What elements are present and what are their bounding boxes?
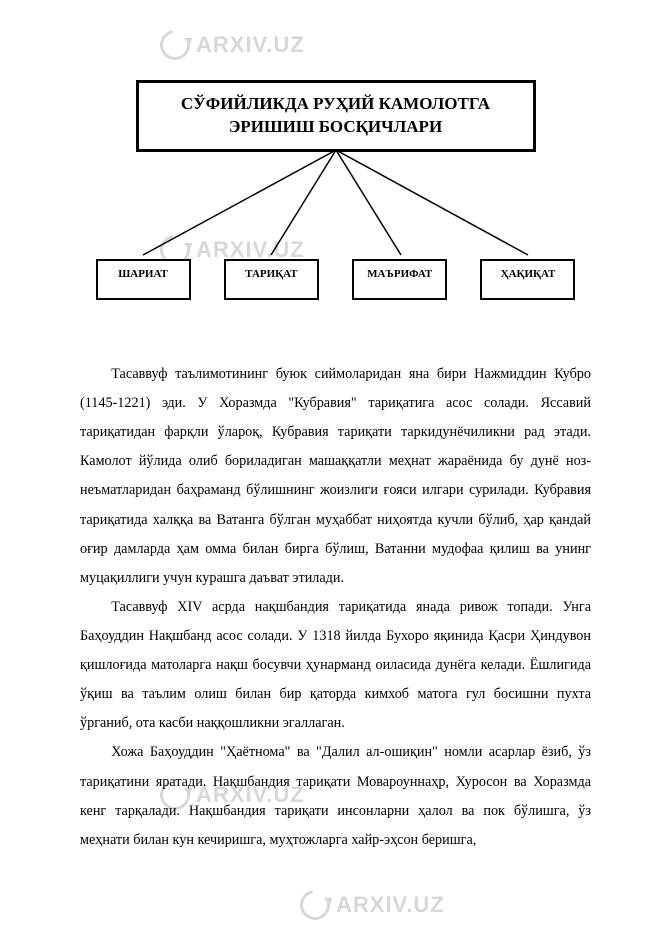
diagram-leaf: МАЪРИФАТ <box>352 259 447 300</box>
watermark-text: ARXIV.UZ <box>336 892 445 918</box>
watermark-icon <box>294 884 336 926</box>
diagram-leaf: ТАРИҚАТ <box>224 259 319 300</box>
page: ARXIV.UZ ARXIV.UZ ARXIV.UZ ARXIV.UZ СЎФИ… <box>0 0 661 935</box>
paragraph: Хожа Баҳоуддин "Ҳаётнома" ва "Далил ал-о… <box>80 738 591 854</box>
watermark: ARXIV.UZ <box>300 890 445 920</box>
diagram-leaf: ҲАҚИҚАТ <box>480 259 575 300</box>
diagram-root-line1: СЎФИЙЛИКДА РУҲИЙ КАМОЛОТГА <box>157 93 515 116</box>
diagram-leaf-row: ШАРИАТ ТАРИҚАТ МАЪРИФАТ ҲАҚИҚАТ <box>96 259 576 300</box>
body-text: Тасаввуф таълимотининг буюк сиймоларидан… <box>80 360 591 855</box>
paragraph: Тасаввуф таълимотининг буюк сиймоларидан… <box>80 360 591 593</box>
diagram-leaf: ШАРИАТ <box>96 259 191 300</box>
watermark-icon <box>154 24 196 66</box>
paragraph: Тасаввуф XIV асрда нақшбандия тариқатида… <box>80 593 591 739</box>
diagram-root: СЎФИЙЛИКДА РУҲИЙ КАМОЛОТГА ЭРИШИШ БОСҚИЧ… <box>136 80 536 152</box>
watermark-text: ARXIV.UZ <box>196 32 305 58</box>
hierarchy-diagram: СЎФИЙЛИКДА РУҲИЙ КАМОЛОТГА ЭРИШИШ БОСҚИЧ… <box>96 80 576 300</box>
content: СЎФИЙЛИКДА РУҲИЙ КАМОЛОТГА ЭРИШИШ БОСҚИЧ… <box>80 80 591 855</box>
diagram-root-line2: ЭРИШИШ БОСҚИЧЛАРИ <box>157 116 515 139</box>
watermark: ARXIV.UZ <box>160 30 305 60</box>
